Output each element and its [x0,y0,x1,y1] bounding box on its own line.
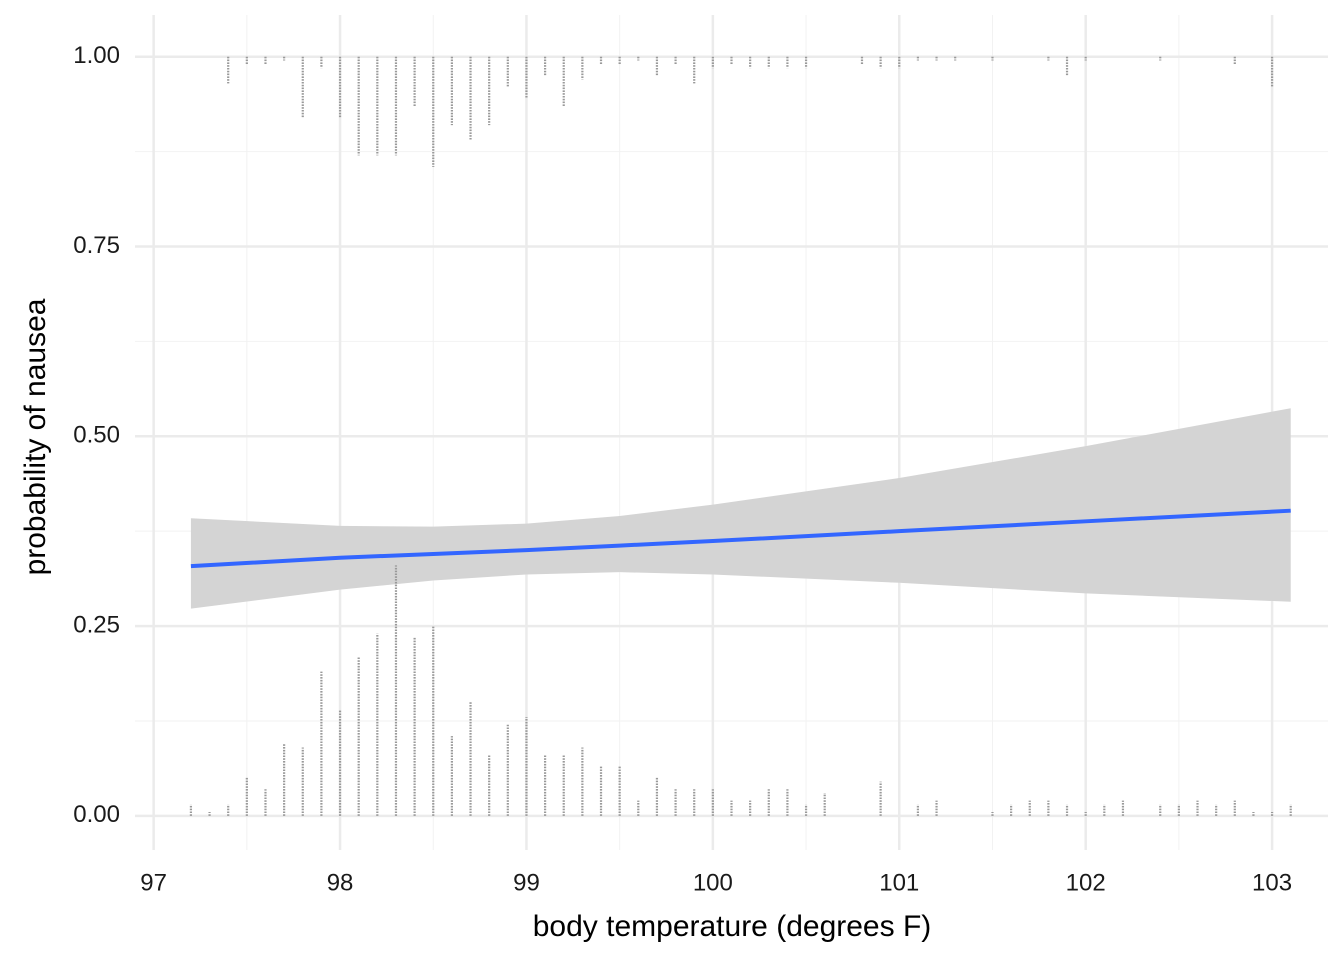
x-tick-label: 102 [1066,869,1106,896]
confidence-band [190,408,1291,609]
x-tick-label: 103 [1252,869,1292,896]
fit-line [190,508,1291,569]
x-tick-label: 99 [513,869,540,896]
x-tick-label: 97 [140,869,167,896]
y-tick-label: 0.25 [73,611,120,638]
y-tick-label: 0.00 [73,801,120,828]
grid [135,15,1328,850]
marks [189,56,1292,816]
y-tick-label: 0.75 [73,232,120,259]
x-tick-label: 100 [693,869,733,896]
y-tick-label: 1.00 [73,42,120,69]
x-tick-label: 101 [879,869,919,896]
x-axis-title: body temperature (degrees F) [533,910,932,943]
x-tick-label: 98 [327,869,354,896]
y-axis-title: probability of nausea [19,298,52,575]
y-tick-label: 0.50 [73,422,120,449]
